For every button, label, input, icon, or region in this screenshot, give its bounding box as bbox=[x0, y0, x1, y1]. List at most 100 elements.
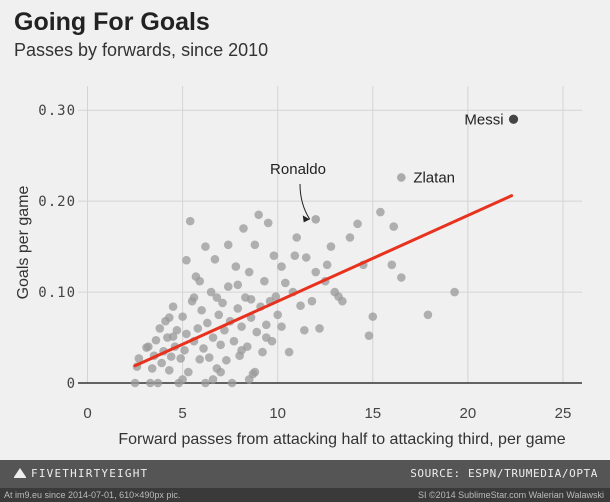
data-point bbox=[227, 378, 237, 388]
data-point bbox=[233, 304, 243, 313]
x-tick-label: 10 bbox=[269, 405, 286, 422]
data-point bbox=[145, 378, 155, 388]
data-point bbox=[315, 324, 324, 333]
y-tick-label: 0 bbox=[67, 376, 76, 392]
data-point bbox=[261, 333, 271, 342]
data-point bbox=[273, 310, 282, 320]
data-point bbox=[157, 358, 166, 368]
data-point bbox=[216, 367, 225, 377]
data-point bbox=[301, 253, 311, 262]
data-point bbox=[290, 251, 300, 260]
data-point bbox=[214, 310, 224, 320]
data-point bbox=[212, 293, 222, 302]
source-label: SOURCE: ESPN/TRUMEDIA/OPTA bbox=[410, 467, 598, 480]
data-point bbox=[353, 219, 362, 229]
data-point bbox=[307, 296, 317, 306]
data-point bbox=[147, 364, 157, 373]
data-point bbox=[176, 354, 186, 363]
chart-title: Going For Goals bbox=[14, 8, 210, 36]
annotation-messi: Messi bbox=[464, 111, 503, 128]
data-point bbox=[144, 342, 153, 351]
data-point bbox=[199, 344, 208, 353]
x-tick-label: 5 bbox=[178, 405, 186, 422]
brand: FIVETHIRTYEIGHT bbox=[14, 467, 148, 480]
data-point bbox=[168, 332, 178, 341]
data-point bbox=[208, 375, 218, 384]
data-point bbox=[223, 240, 233, 250]
data-point bbox=[244, 267, 254, 277]
y-tick-label: 0.30 bbox=[38, 103, 76, 119]
data-point bbox=[252, 327, 262, 337]
y-axis-label: Goals per game bbox=[15, 185, 32, 299]
data-point bbox=[368, 312, 378, 321]
data-point bbox=[292, 233, 302, 242]
watermark-left[interactable]: At im9.eu since 2014-07-01, 610×490px pi… bbox=[4, 490, 181, 500]
data-point-messi bbox=[508, 114, 519, 124]
data-point bbox=[387, 260, 397, 270]
footer-bar: FIVETHIRTYEIGHT SOURCE: ESPN/TRUMEDIA/OP… bbox=[0, 460, 610, 488]
data-point bbox=[258, 347, 267, 357]
data-point bbox=[210, 255, 220, 264]
data-point bbox=[250, 367, 260, 377]
annotation-arrowhead-ronaldo bbox=[302, 215, 310, 223]
data-point bbox=[237, 345, 246, 355]
watermark-right[interactable]: SI ©2014 SublimeStar.com Walerian Walaws… bbox=[417, 490, 604, 500]
x-tick-label: 15 bbox=[364, 405, 381, 422]
data-point bbox=[197, 305, 206, 315]
data-point bbox=[206, 287, 216, 297]
data-point bbox=[233, 280, 243, 290]
chart-subtitle: Passes by forwards, since 2010 bbox=[14, 40, 269, 60]
data-point bbox=[254, 210, 263, 220]
brand-label: FIVETHIRTYEIGHT bbox=[31, 467, 149, 480]
annotation-zlatan: Zlatan bbox=[413, 169, 455, 186]
data-point bbox=[155, 324, 165, 333]
x-tick-label: 20 bbox=[460, 405, 477, 422]
x-axis-label: Forward passes from attacking half to at… bbox=[118, 431, 565, 448]
data-point bbox=[172, 325, 182, 335]
data-point bbox=[193, 324, 203, 333]
data-point bbox=[151, 335, 161, 345]
data-point bbox=[246, 295, 256, 304]
data-point bbox=[397, 273, 406, 282]
data-point bbox=[244, 375, 254, 384]
data-point bbox=[263, 218, 273, 228]
data-point bbox=[269, 251, 279, 260]
data-point bbox=[153, 378, 163, 388]
data-point bbox=[178, 375, 187, 384]
data-point bbox=[134, 354, 144, 363]
data-point bbox=[277, 322, 286, 331]
data-point bbox=[376, 207, 385, 217]
data-point bbox=[389, 222, 399, 231]
data-point bbox=[334, 292, 343, 301]
data-point bbox=[450, 287, 459, 297]
data-point bbox=[201, 242, 210, 251]
data-point bbox=[222, 355, 231, 365]
data-point bbox=[322, 260, 332, 270]
y-tick-label: 0.20 bbox=[38, 194, 76, 210]
data-point bbox=[277, 262, 286, 271]
data-point bbox=[284, 347, 294, 357]
data-point bbox=[180, 345, 189, 355]
scatter-chart: 0 5 10 15 20 25 0 0.10 0.20 0.30 Forward passes fr… bbox=[15, 86, 582, 448]
data-point bbox=[423, 310, 433, 320]
data-point bbox=[216, 340, 225, 350]
data-point bbox=[166, 352, 176, 361]
data-point bbox=[345, 233, 355, 242]
data-point bbox=[231, 262, 241, 271]
annotation-ronaldo: Ronaldo bbox=[270, 161, 326, 178]
data-point bbox=[201, 378, 210, 388]
data-point bbox=[208, 333, 218, 342]
data-point bbox=[271, 292, 281, 301]
data-point bbox=[203, 318, 212, 328]
data-point bbox=[185, 216, 195, 226]
data-point bbox=[164, 365, 174, 375]
data-point bbox=[178, 312, 187, 321]
y-tick-label: 0.10 bbox=[38, 285, 76, 301]
data-point bbox=[195, 276, 205, 286]
data-point bbox=[300, 325, 309, 335]
data-point bbox=[195, 355, 205, 364]
data-point bbox=[189, 293, 199, 302]
data-point bbox=[296, 301, 305, 311]
data-point bbox=[311, 267, 321, 277]
data-point bbox=[164, 313, 174, 322]
